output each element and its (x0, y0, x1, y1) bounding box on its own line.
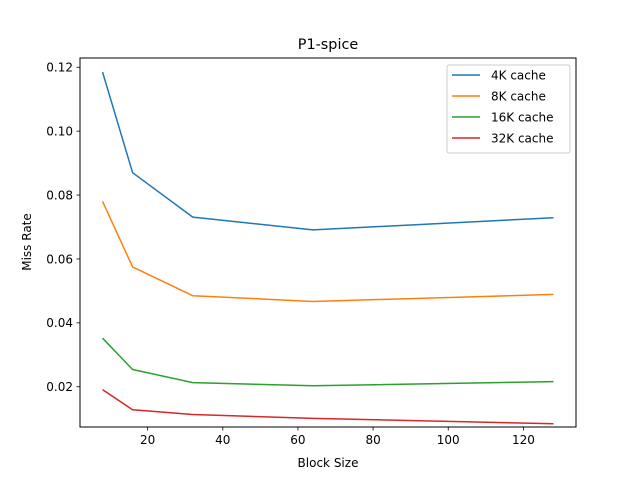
x-tick-label: 40 (215, 433, 230, 447)
legend-label: 32K cache (491, 131, 554, 145)
y-tick-label: 0.06 (46, 252, 73, 266)
x-tick-label: 120 (512, 433, 535, 447)
x-tick-label: 100 (437, 433, 460, 447)
series-line-1 (101, 71, 554, 231)
series-lines (101, 71, 554, 425)
x-axis-label: Block Size (298, 456, 359, 470)
series-line-4 (102, 388, 554, 425)
x-tick-label: 20 (140, 433, 155, 447)
legend-box (446, 64, 571, 154)
y-tick-label: 0.12 (46, 61, 73, 75)
y-tick-label: 0.08 (46, 188, 73, 202)
y-axis-ticks: 0.02 0.04 0.06 0.08 0.10 0.12 (46, 61, 80, 394)
legend-label: 4K cache (491, 68, 546, 82)
plot-frame (79, 57, 577, 428)
x-tick-label: 60 (290, 433, 305, 447)
series-line-2 (101, 201, 554, 303)
series-line-3 (102, 337, 554, 387)
x-axis-ticks: 20 40 60 80 100 120 (140, 427, 535, 447)
y-tick-label: 0.04 (46, 316, 73, 330)
y-axis-label: Miss Rate (20, 213, 34, 271)
chart-title: P1-spice (298, 37, 359, 53)
y-tick-label: 0.10 (46, 124, 73, 138)
legend-label: 8K cache (491, 89, 546, 103)
y-tick-label: 0.02 (46, 380, 73, 394)
legend: 4K cache 8K cache 16K cache 32K cache (446, 64, 571, 154)
x-tick-label: 80 (365, 433, 380, 447)
legend-label: 16K cache (491, 110, 554, 124)
